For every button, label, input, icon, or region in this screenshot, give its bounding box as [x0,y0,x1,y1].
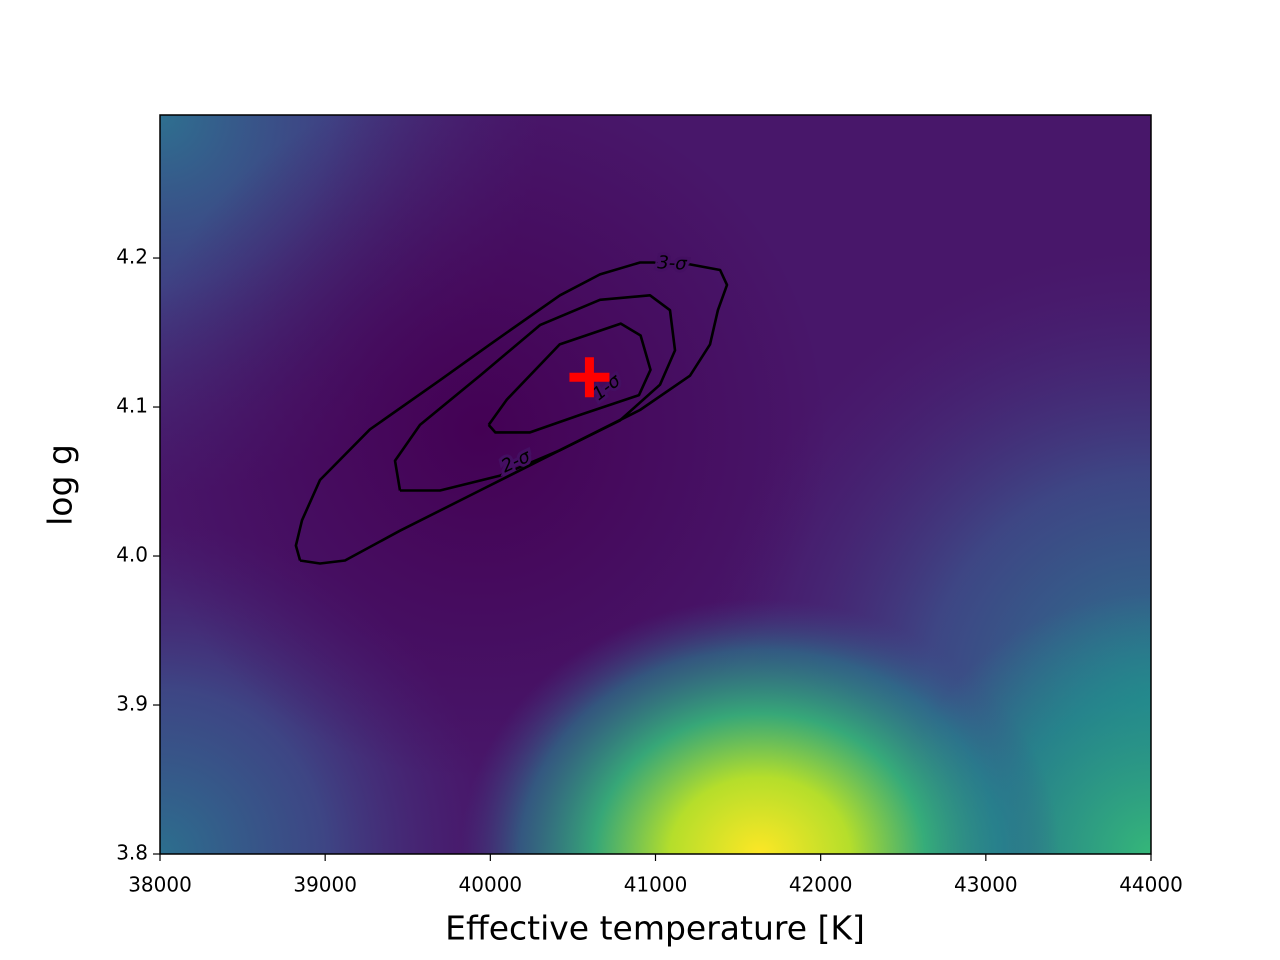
y-tick-label: 4.0 [116,543,148,567]
best-fit-marker [569,357,610,398]
y-tick-label: 3.8 [116,841,148,865]
x-tick-label: 44000 [1119,873,1183,897]
y-tick-label: 4.2 [116,245,148,269]
contour-line [294,261,729,565]
x-tick-label: 42000 [789,873,853,897]
x-axis-label: Effective temperature [K] [445,909,865,948]
x-tick-label: 38000 [128,873,192,897]
x-tick-label: 39000 [293,873,357,897]
contour-line [393,294,677,492]
x-tick-label: 40000 [459,873,523,897]
contour-line [487,322,652,434]
y-tick-label: 3.9 [116,692,148,716]
y-axis-label: log g [41,444,80,526]
x-tick-label: 43000 [954,873,1018,897]
heatmap [160,115,1151,854]
x-tick-label: 41000 [624,873,688,897]
y-tick-label: 4.1 [116,394,148,418]
contour-label: 3-σ [657,252,688,275]
